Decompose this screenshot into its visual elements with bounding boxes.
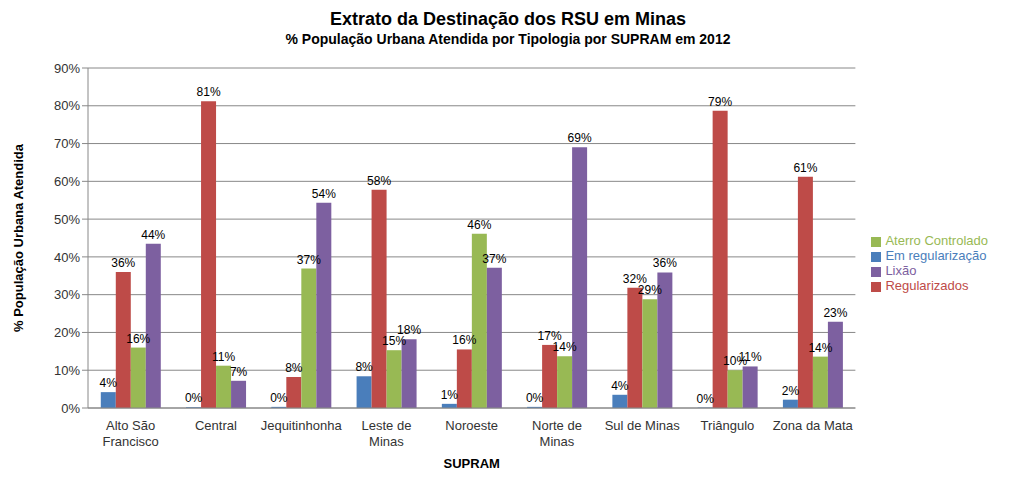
svg-text:Noroeste: Noroeste	[445, 418, 498, 433]
svg-text:17%: 17%	[537, 328, 562, 343]
svg-text:0%: 0%	[61, 401, 80, 416]
svg-text:4%: 4%	[100, 376, 118, 390]
svg-text:50%: 50%	[54, 212, 80, 227]
svg-text:10%: 10%	[723, 354, 748, 369]
svg-text:37%: 37%	[482, 252, 506, 266]
svg-text:Leste de: Leste de	[361, 418, 411, 433]
svg-text:% População Urbana Atendida: % População Urbana Atendida	[11, 143, 26, 332]
svg-text:Sul de Minas: Sul de Minas	[605, 418, 681, 433]
svg-text:90%: 90%	[54, 61, 80, 76]
svg-text:40%: 40%	[54, 250, 80, 265]
svg-text:36%: 36%	[653, 256, 677, 270]
svg-text:61%: 61%	[793, 161, 817, 175]
html-text:Lixão: Lixão	[885, 263, 917, 278]
svg-text:11%: 11%	[739, 350, 762, 364]
svg-text:14%: 14%	[808, 341, 832, 355]
svg-text:4%: 4%	[611, 379, 629, 393]
svg-text:37%: 37%	[297, 253, 321, 267]
svg-text:Central: Central	[195, 418, 237, 433]
svg-text:80%: 80%	[54, 98, 80, 113]
svg-text:Minas: Minas	[369, 434, 404, 449]
svg-text:Alto São: Alto São	[106, 418, 155, 433]
svg-text:Jequitinhonha: Jequitinhonha	[261, 418, 343, 433]
svg-text:8%: 8%	[285, 361, 303, 375]
html-text:Extrato da Destinação dos RSU: Extrato da Destinação dos RSU em Minas	[329, 9, 686, 29]
svg-text:Triângulo: Triângulo	[701, 418, 755, 433]
svg-text:Norte de: Norte de	[532, 418, 582, 433]
svg-text:8%: 8%	[355, 360, 373, 374]
svg-text:14%: 14%	[553, 340, 577, 354]
svg-text:11%: 11%	[212, 350, 235, 364]
svg-text:79%: 79%	[708, 95, 732, 109]
svg-text:0%: 0%	[696, 392, 714, 406]
svg-text:58%: 58%	[367, 174, 391, 188]
svg-text:16%: 16%	[126, 332, 150, 346]
svg-text:Minas: Minas	[540, 434, 575, 449]
svg-text:0%: 0%	[526, 391, 544, 405]
svg-text:20%: 20%	[54, 325, 80, 340]
svg-text:60%: 60%	[54, 174, 80, 189]
html-text:Em regularização: Em regularização	[885, 248, 987, 263]
svg-text:1%: 1%	[441, 388, 459, 402]
svg-text:36%: 36%	[111, 256, 135, 270]
svg-text:2%: 2%	[782, 384, 800, 398]
svg-text:70%: 70%	[54, 136, 80, 151]
svg-text:Francisco: Francisco	[102, 434, 158, 449]
svg-text:32%: 32%	[622, 271, 647, 286]
html-text:Regularizados: Regularizados	[885, 278, 969, 293]
svg-text:Zona da Mata: Zona da Mata	[773, 418, 854, 433]
svg-text:0%: 0%	[270, 391, 288, 405]
svg-text:69%: 69%	[568, 131, 592, 145]
svg-text:10%: 10%	[54, 363, 80, 378]
svg-text:29%: 29%	[638, 283, 662, 297]
html-text:% População Urbana Atendida po: % População Urbana Atendida por Tipologi…	[285, 31, 731, 47]
svg-text:15%: 15%	[382, 334, 407, 349]
svg-text:54%: 54%	[312, 187, 336, 201]
svg-text:0%: 0%	[185, 391, 203, 405]
svg-text:81%: 81%	[197, 85, 221, 99]
svg-text:44%: 44%	[141, 228, 165, 242]
svg-text:18%: 18%	[397, 323, 421, 337]
svg-text:46%: 46%	[467, 218, 491, 232]
svg-text:30%: 30%	[54, 287, 80, 302]
html-text:Aterro Controlado: Aterro Controlado	[885, 233, 988, 248]
svg-text:23%: 23%	[823, 306, 847, 320]
svg-text:16%: 16%	[452, 333, 476, 347]
svg-text:SUPRAM: SUPRAM	[444, 456, 500, 471]
svg-text:7%: 7%	[230, 365, 248, 379]
